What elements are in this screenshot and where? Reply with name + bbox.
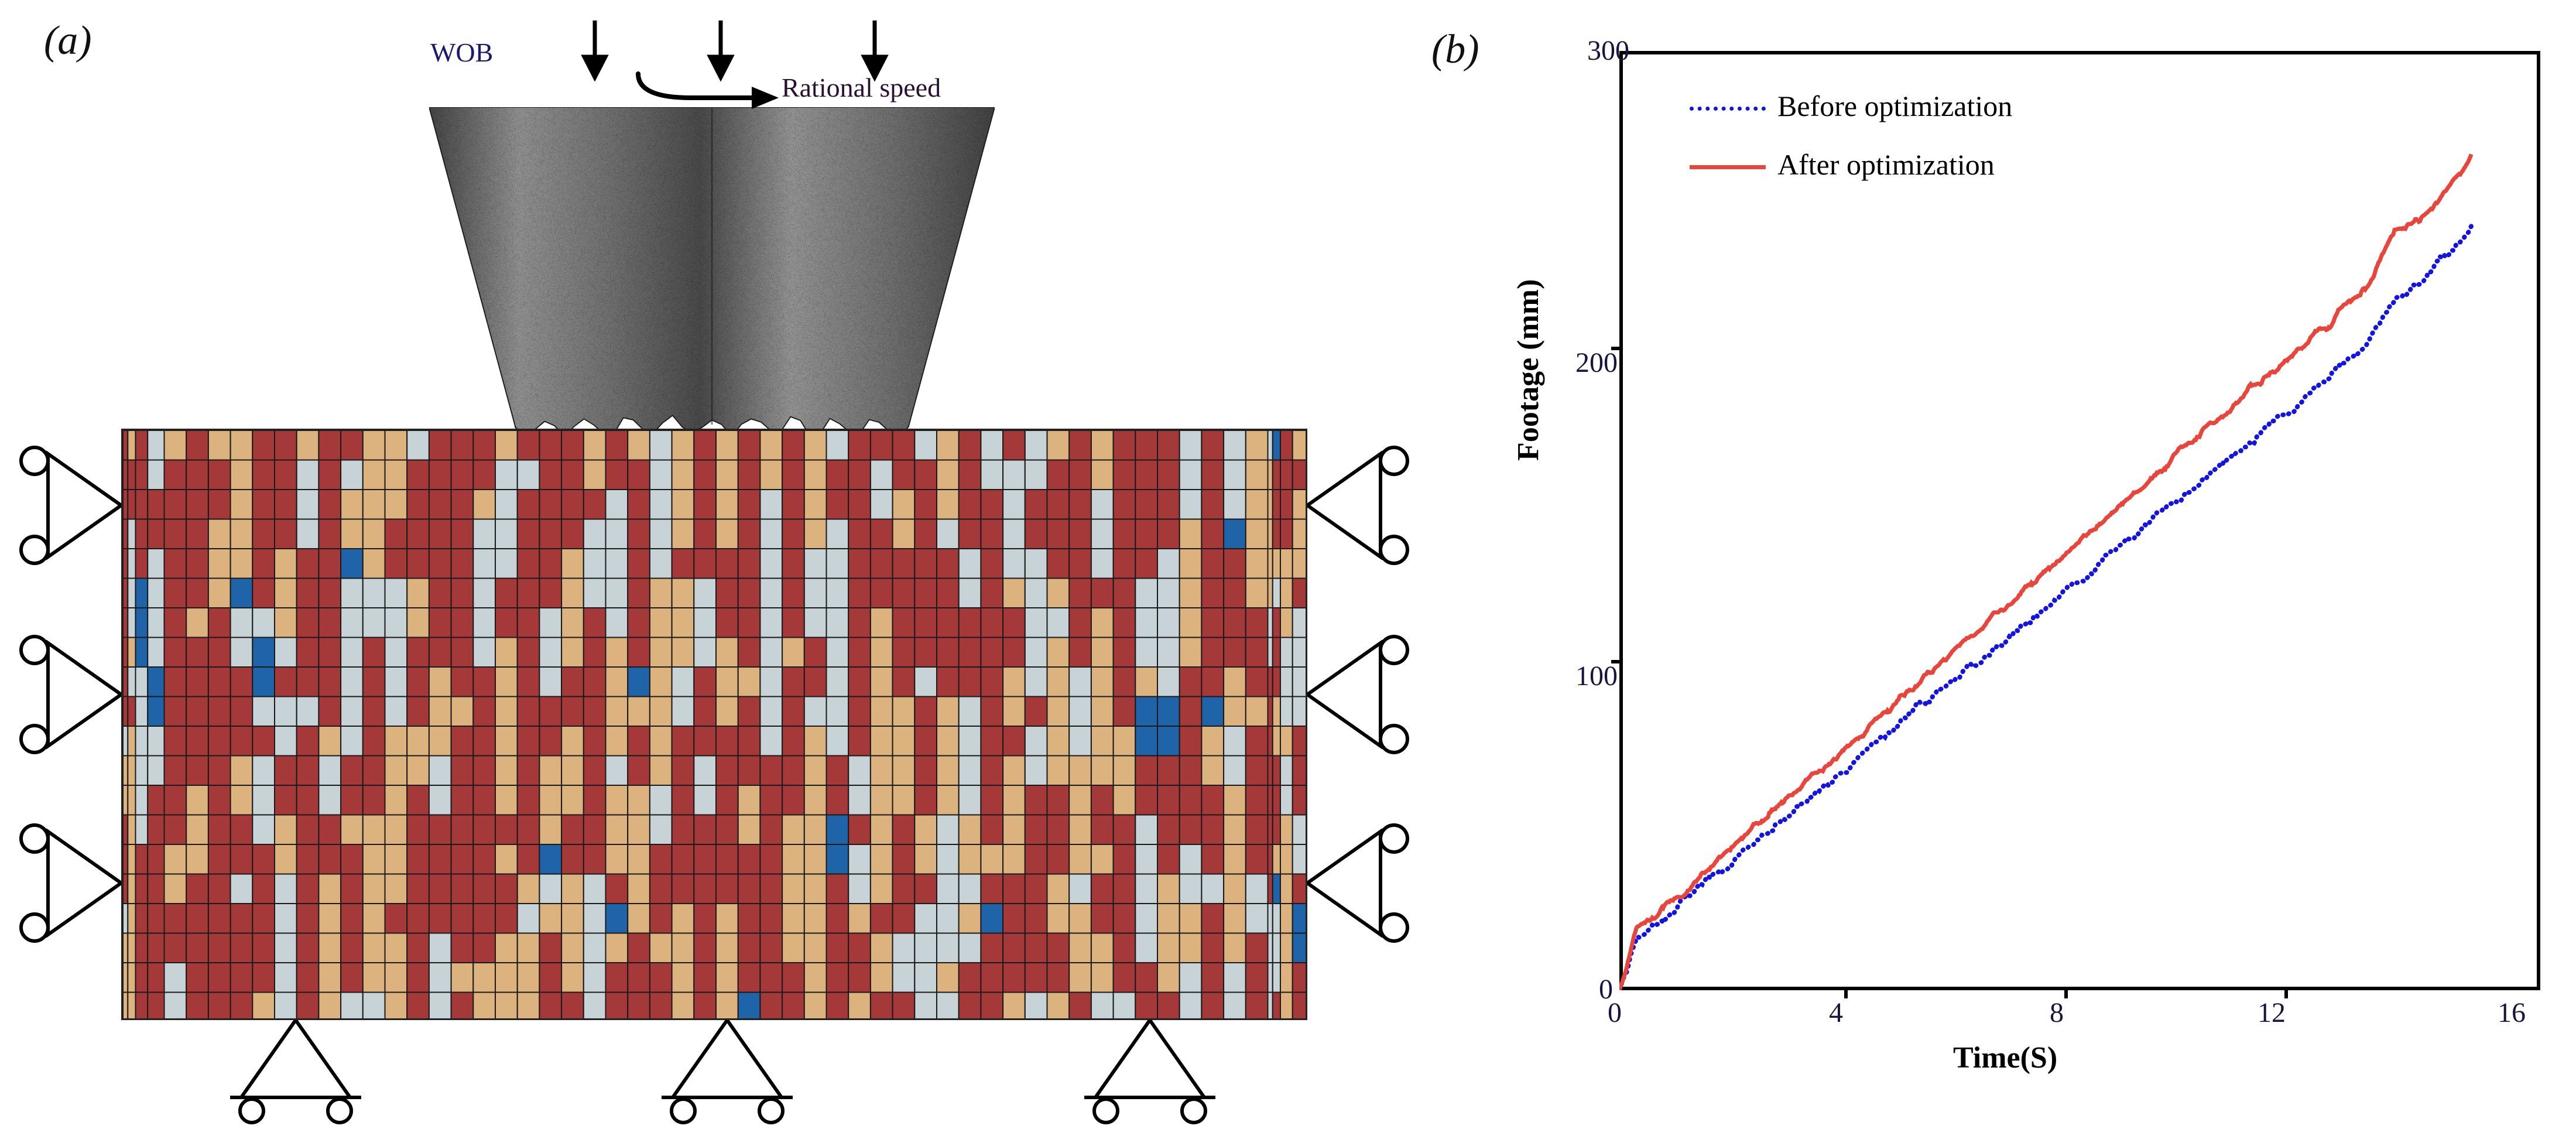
svg-text:Rational speed: Rational speed	[782, 73, 941, 102]
svg-text:WOB: WOB	[430, 37, 493, 67]
